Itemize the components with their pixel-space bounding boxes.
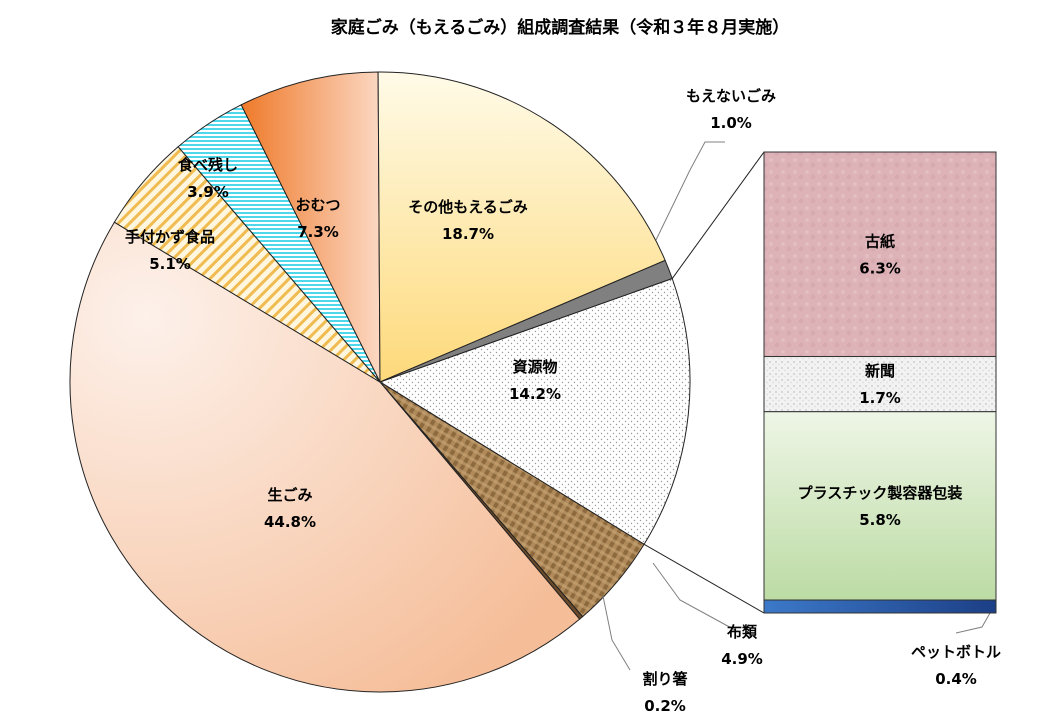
pie-slices bbox=[69, 71, 691, 693]
breakdown-bar bbox=[763, 151, 997, 614]
breakdown-segment-2-name-label: 新聞 bbox=[865, 362, 895, 380]
slice-6-name-label: 食べ残し bbox=[178, 156, 238, 174]
slice-7-value-label: 7.3% bbox=[297, 223, 339, 241]
slice-9-name-label: もえないごみ bbox=[686, 87, 776, 105]
breakdown-segment-1 bbox=[763, 151, 997, 358]
slice-5-name-label: 手付かず食品 bbox=[125, 228, 215, 246]
breakdown-segment-3-name-label: プラスチック製容器包装 bbox=[798, 484, 964, 502]
leader-3 bbox=[602, 595, 631, 671]
breakdown-segment-2-value-label: 1.7% bbox=[859, 389, 901, 407]
breakdown-segment-1-name-label: 古紙 bbox=[865, 232, 895, 250]
slice-2-value-label: 4.9% bbox=[721, 650, 763, 668]
breakdown-segment-4 bbox=[763, 599, 997, 614]
leader-9 bbox=[655, 141, 725, 241]
breakdown-segment-3 bbox=[763, 411, 997, 601]
slice-3-value-label: 0.2% bbox=[644, 697, 686, 715]
slice-2-name-label: 布類 bbox=[727, 623, 758, 641]
leader-2 bbox=[652, 562, 736, 631]
slice-1-value-label: 14.2% bbox=[509, 385, 561, 403]
chart-title: 家庭ごみ（もえるごみ）組成調査結果（令和３年８月実施） bbox=[331, 17, 790, 38]
leader-lines bbox=[602, 141, 991, 671]
data-labels: 資源物 14.2% 布類 4.9% 割り箸 0.2% 生ごみ 44.8% 手付かず食品 5.1% 食… bbox=[125, 87, 1001, 715]
leader-breakdown-4 bbox=[955, 612, 991, 634]
slice-1-name-label: 資源物 bbox=[512, 358, 557, 376]
slice-4-name-label: 生ごみ bbox=[267, 486, 312, 504]
slice-8-value-label: 18.7% bbox=[442, 225, 494, 243]
slice-8-name-label: その他もえるごみ bbox=[408, 198, 528, 216]
slice-7 bbox=[240, 71, 381, 383]
breakdown-segment-3-value-label: 5.8% bbox=[859, 511, 901, 529]
slice-1 bbox=[378, 277, 691, 545]
slice-3-name-label: 割り箸 bbox=[642, 670, 687, 688]
breakdown-segment-4-value-label: 0.4% bbox=[935, 670, 977, 688]
breakdown-segment-4-name-label: ペットボトル bbox=[911, 643, 1001, 661]
breakdown-segment-1-value-label: 6.3% bbox=[859, 259, 901, 277]
slice-4 bbox=[69, 221, 581, 693]
connector-bottom bbox=[643, 543, 765, 614]
slice-6-value-label: 3.9% bbox=[187, 183, 229, 201]
slice-7-name-label: おむつ bbox=[295, 196, 340, 214]
connector-top bbox=[671, 151, 765, 279]
slice-8 bbox=[377, 71, 666, 383]
slice-4-value-label: 44.8% bbox=[264, 513, 316, 531]
slice-5-value-label: 5.1% bbox=[149, 255, 191, 273]
slice-9-value-label: 1.0% bbox=[710, 114, 752, 132]
